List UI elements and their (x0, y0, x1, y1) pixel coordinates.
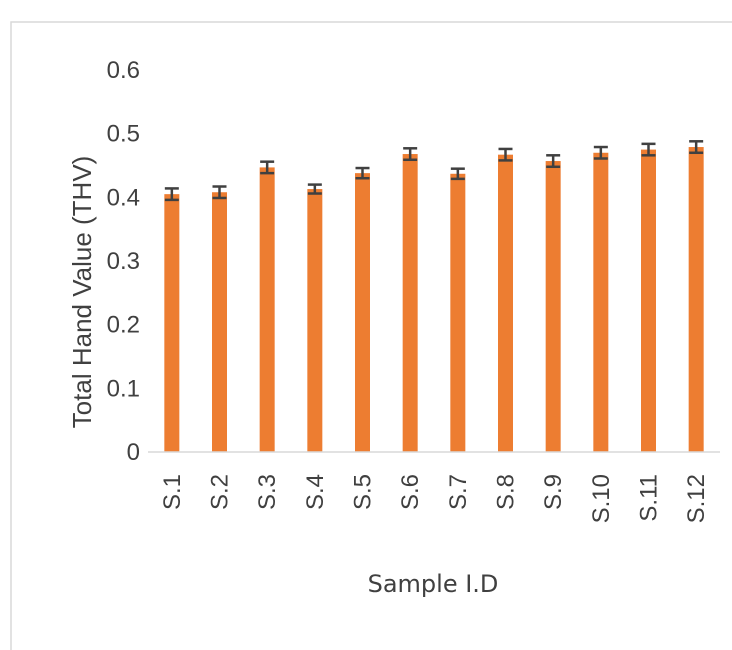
y-tick-label: 0.2 (107, 312, 140, 339)
bar (641, 149, 656, 453)
bar (498, 154, 513, 452)
y-tick-label: 0 (127, 439, 140, 466)
x-tick-label: S.3 (254, 474, 281, 510)
chart-border (10, 21, 732, 650)
bar (259, 167, 275, 452)
error-bars-group (164, 140, 704, 202)
error-bar (164, 187, 179, 202)
x-axis-title: Sample I.D (368, 570, 499, 598)
bar (402, 154, 418, 453)
bar (164, 194, 180, 452)
bar (688, 147, 704, 452)
bar (212, 192, 227, 453)
error-bar (593, 145, 608, 160)
x-tick-label: S.5 (350, 474, 377, 510)
x-tick-label: S.9 (540, 474, 567, 510)
bar (545, 161, 561, 452)
y-tick-label: 0.5 (107, 121, 140, 148)
y-tick-label: 0.4 (107, 184, 140, 211)
x-tick-label: S.4 (302, 474, 329, 510)
y-tick-label: 0.3 (107, 248, 140, 275)
y-tick-label: 0.1 (107, 375, 140, 402)
y-tick-label: 0.6 (107, 57, 140, 84)
x-tick-label: S.12 (683, 474, 710, 523)
x-tick-label: S.8 (493, 474, 520, 510)
bar (593, 152, 609, 452)
error-bar (212, 185, 227, 200)
error-bar (689, 140, 704, 155)
x-tick-label: S.6 (397, 474, 424, 510)
error-bar (403, 147, 418, 162)
bar (450, 173, 466, 452)
x-tick-labels: S.1 S.2 S.3 S.4 S.5 S.6 S.7 S.8 S.9 S.10 S.11 S.12 (159, 474, 710, 523)
error-bar (355, 166, 370, 180)
bar (307, 189, 323, 452)
error-bar (450, 167, 465, 181)
y-axis-title-group: Total Hand Value (THV) (67, 156, 97, 429)
y-axis-title: Total Hand Value (THV) (67, 156, 97, 429)
error-bar (498, 147, 513, 162)
error-bar (546, 154, 561, 169)
x-tick-label: S.1 (159, 474, 186, 510)
error-bar (260, 160, 275, 175)
x-tick-label: S.2 (207, 474, 234, 510)
y-tick-labels: 0 0.1 0.2 0.3 0.4 0.5 0.6 (107, 57, 140, 466)
bars-group (164, 147, 704, 453)
error-bar (307, 183, 322, 195)
x-tick-label: S.11 (636, 474, 663, 522)
error-bar (641, 142, 656, 157)
bar (355, 173, 370, 452)
x-tick-label: S.7 (445, 474, 472, 510)
x-tick-label: S.10 (588, 474, 615, 523)
